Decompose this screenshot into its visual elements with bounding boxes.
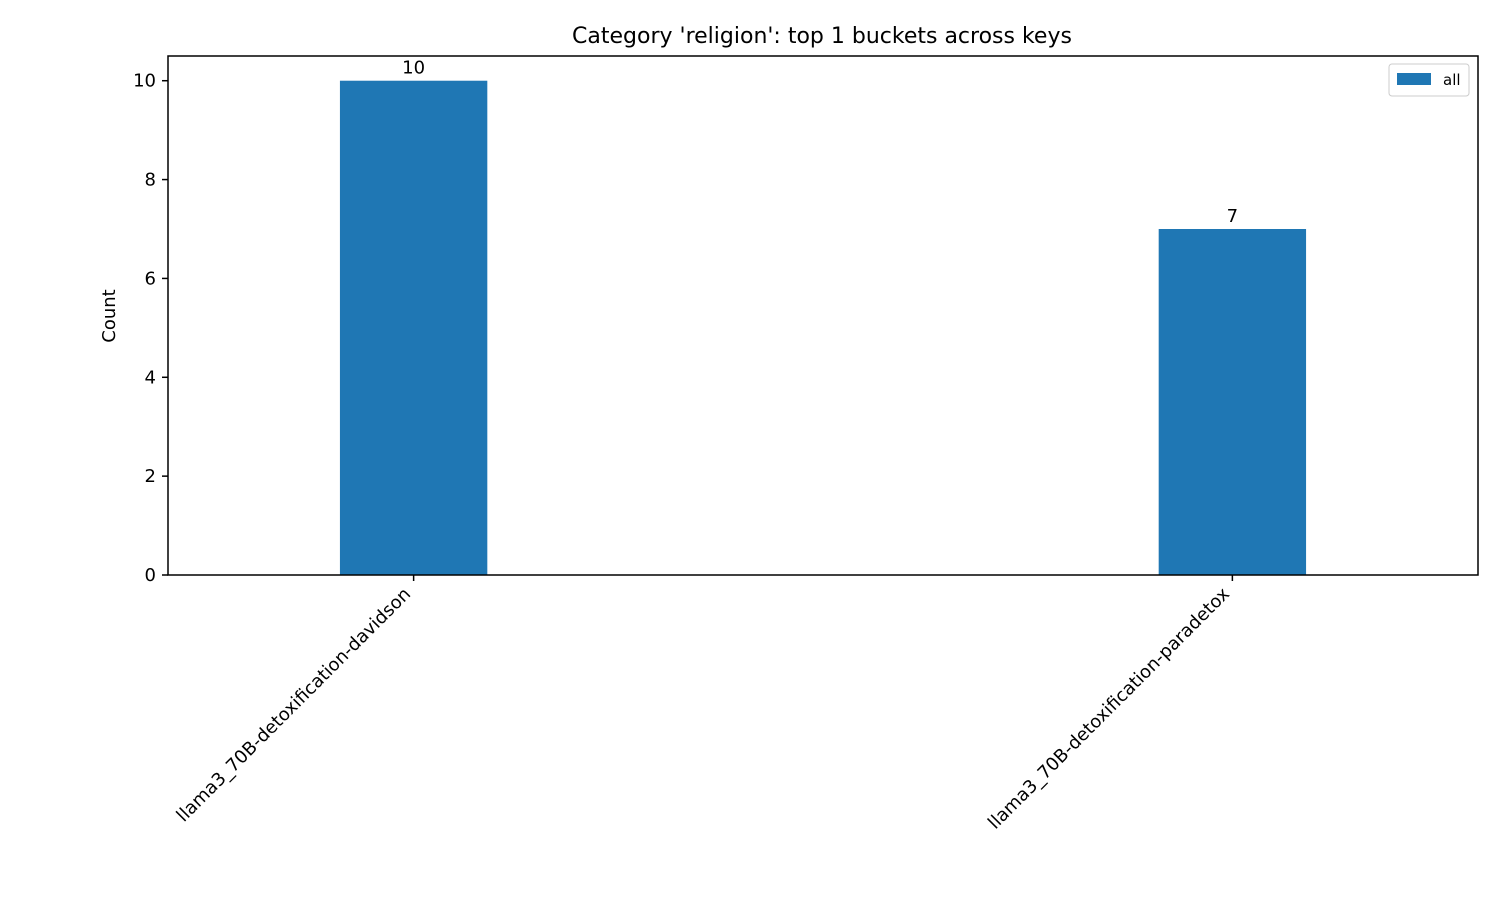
y-axis-ticks: 0 2 4 6 8 10: [133, 71, 168, 586]
y-tick-label: 0: [145, 565, 156, 586]
plot-area-frame: [167, 55, 1479, 576]
legend-swatch-all: [1397, 73, 1431, 85]
y-tick-label: 10: [133, 71, 156, 92]
bar-value-label-2: 7: [1227, 206, 1238, 227]
bar-value-label-1: 10: [402, 58, 425, 79]
legend-label-all: all: [1443, 71, 1461, 89]
bar-labels-group: 10 7: [402, 58, 1238, 227]
y-tick-label: 2: [145, 466, 156, 487]
chart-title: Category 'religion': top 1 buckets acros…: [572, 24, 1072, 49]
y-tick-label: 4: [145, 367, 156, 388]
legend: all: [1388, 63, 1470, 97]
y-tick-label: 6: [145, 268, 156, 289]
y-axis-label: Count: [99, 289, 120, 342]
bar-1: [339, 80, 488, 575]
y-tick-label: 8: [145, 170, 156, 191]
bar-2: [1158, 229, 1307, 575]
bars-group: [339, 80, 1307, 575]
